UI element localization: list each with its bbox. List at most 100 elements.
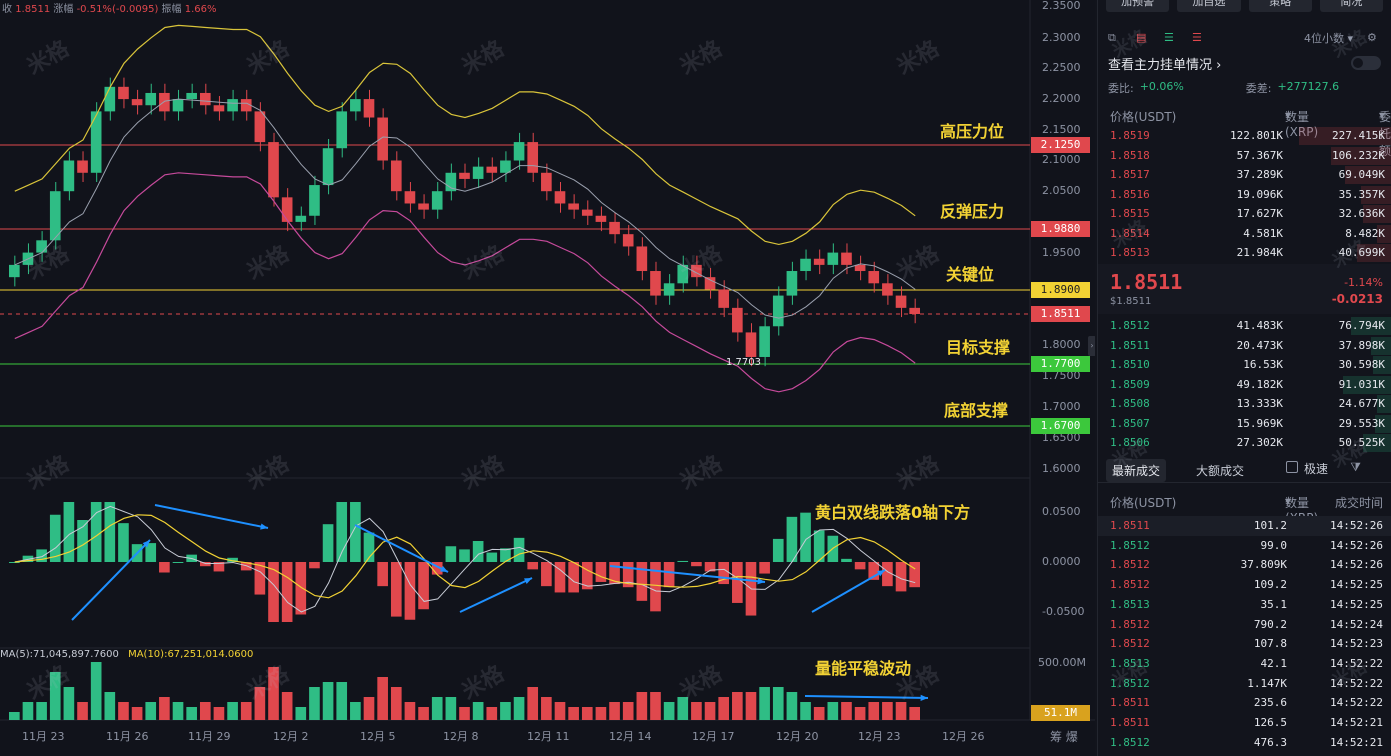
watchlist-button[interactable]: 加自选 [1177,0,1241,12]
ask-qty: 4.581K [1243,226,1283,240]
trade-time: 14:52:22 [1330,696,1383,710]
qty-sort[interactable]: 数量 (XRP) ▾ [1284,108,1319,139]
macd-axis-label: 0.0500 [1042,505,1081,518]
book-both-icon[interactable]: ⧉ [1108,31,1116,44]
strategy-button[interactable]: 策略 [1248,0,1312,12]
volume-bar [268,667,279,720]
volume-bar [786,692,798,720]
ask-price: 1.8519 [1110,129,1150,142]
bottom-tools[interactable]: 筹 爆 [1050,730,1078,744]
ask-qty: 37.289K [1236,168,1283,181]
volume-bar [813,707,825,720]
macd-bar [159,562,170,573]
filter-icon[interactable]: ⧩ [1350,460,1361,474]
decimals-select[interactable]: 4位小数 ▾ [1303,32,1353,45]
ask-row[interactable]: 1.8513 21.984K 40.699K [1098,243,1391,263]
volume-bar [500,702,511,720]
macd-bar [472,541,484,562]
volume-bar [527,687,539,720]
candle-body [909,307,920,314]
settings-icon[interactable]: ⚙ [1367,31,1377,44]
trade-time: 14:52:23 [1330,637,1383,651]
book-bids-icon[interactable]: ☰ [1164,31,1174,44]
bid-row[interactable]: 1.8510 16.53K 30.598K [1098,355,1391,375]
book-split-icon[interactable]: ▤ [1136,31,1147,44]
trade-qty-sort[interactable]: 数量 (XRP) ▾ [1284,494,1318,525]
ask-row[interactable]: 1.8515 17.627K 32.636K [1098,204,1391,224]
x-axis-label: 11月 29 [188,730,231,743]
alert-button[interactable]: 加预警 [1106,0,1170,12]
macd-bar [554,562,566,593]
volume-bar [63,687,75,720]
macd-bar [595,562,607,582]
tab-latest-trades[interactable]: 最新成交 [1106,459,1167,482]
volume-bar [568,707,579,720]
bid-row[interactable]: 1.8511 20.473K 37.898K [1098,336,1391,356]
overview-button[interactable]: 简况 [1319,0,1383,12]
volume-bar [854,707,866,720]
panel-collapse-handle[interactable]: › [1088,336,1095,356]
bid-row[interactable]: 1.8508 13.333K 24.677K [1098,394,1391,414]
macd-bar [800,512,811,562]
x-axis-label: 12月 2 [273,730,309,743]
ask-amount: 227.415K [1332,129,1385,142]
bid-depth-bar [1351,317,1391,335]
volume-bar [104,692,116,720]
bid-amount: 29.553K [1338,416,1385,430]
ask-row[interactable]: 1.8514 4.581K 8.482K [1098,224,1391,244]
ask-amount: 69.049K [1338,168,1385,181]
trade-price: 1.8512 [1110,538,1150,552]
tab-large-trades[interactable]: 大额成交 [1196,464,1245,478]
bid-amount: 30.598K [1338,358,1385,371]
x-axis-label: 12月 17 [692,730,735,743]
amount-sort[interactable]: 委托额 ▾ [1378,108,1391,158]
ask-row[interactable]: 1.8517 37.289K 69.049K [1098,165,1391,185]
candle-body [350,99,361,112]
volume-bar [868,702,880,720]
volume-bar [254,687,266,720]
y-axis-label: 2.3000 [1042,31,1081,44]
bid-depth-bar [1373,356,1391,374]
ask-row[interactable]: 1.8518 57.367K 106.232K [1098,146,1391,166]
trade-price: 1.8511 [1110,519,1150,532]
macd-bar [172,562,184,563]
volume-bar [663,702,675,720]
fast-checkbox[interactable] [1286,461,1298,473]
mainforce-toggle[interactable] [1351,56,1381,70]
ask-row[interactable]: 1.8519 122.801K 227.415K [1098,126,1391,146]
x-axis-label: 12月 23 [858,730,901,743]
ask-amount: 32.636K [1338,207,1385,220]
volume-bar [186,707,197,720]
trade-row: 1.8512 37.809K 14:52:26 [1098,555,1391,575]
trade-time: 14:52:25 [1330,578,1383,592]
candle-body [445,172,457,192]
volume-bar [363,697,375,720]
trade-price: 1.8512 [1110,558,1150,572]
volume-bar [22,702,34,720]
bid-row[interactable]: 1.8512 41.483K 76.794K [1098,316,1391,336]
bid-row[interactable]: 1.8506 27.302K 50.525K [1098,433,1391,453]
mainforce-orders-link[interactable]: 查看主力挂单情况 › [1108,58,1222,73]
ask-row[interactable]: 1.8516 19.096K 35.357K [1098,185,1391,205]
last-price-usd: $1.8511 [1110,296,1152,307]
trade-time: 14:52:21 [1330,716,1383,729]
volume-bar [418,707,429,720]
last-price-block: 1.8511 $1.8511 -1.14% -0.0213 [1098,264,1391,314]
bid-row[interactable]: 1.8509 49.182K 91.031K [1098,375,1391,395]
macd-bar [568,562,579,593]
macd-bar [431,562,443,575]
macd-bar [732,562,743,603]
chart-canvas[interactable] [0,0,1095,756]
candle-body [513,142,525,161]
trade-price: 1.8511 [1110,696,1150,710]
ask-price: 1.8514 [1110,226,1150,240]
volume-bar [704,702,716,720]
bid-row[interactable]: 1.8507 15.969K 29.553K [1098,414,1391,434]
kline-chart[interactable]: 收 1.8511 涨幅 -0.51%(-0.0095) 振幅 1.66% 高压力… [0,0,1095,756]
y-axis-label: 1.8000 [1042,338,1081,351]
book-asks-icon[interactable]: ☰ [1192,31,1202,44]
volume-bar [677,697,689,720]
annotation-volume: 量能平稳波动 [815,659,912,678]
macd-bar [759,562,770,574]
price-tag: 2.1250 [1031,137,1090,153]
